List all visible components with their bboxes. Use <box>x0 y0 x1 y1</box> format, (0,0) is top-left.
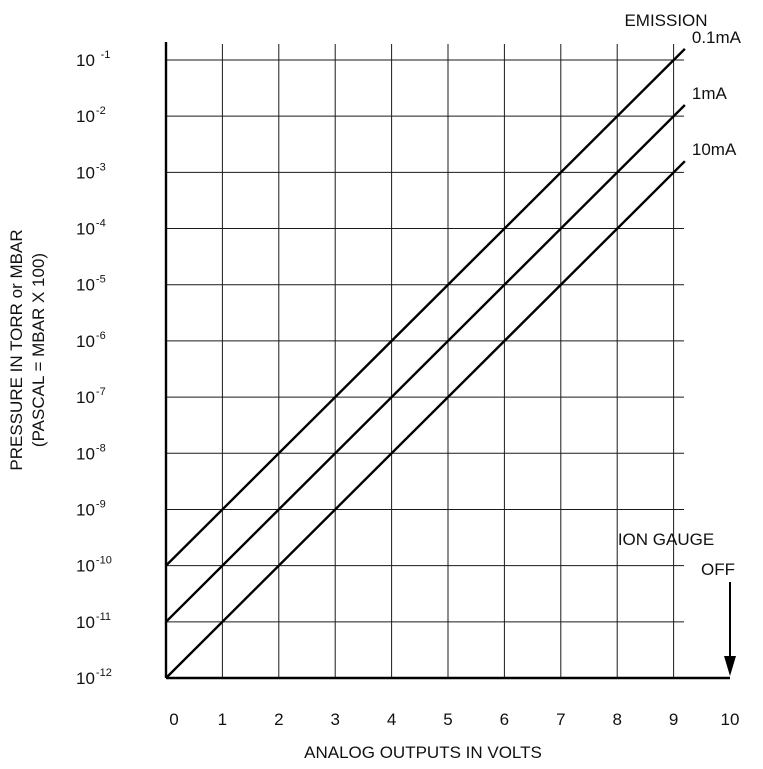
ion-gauge-annotation: ION GAUGE OFF <box>618 530 736 676</box>
x-axis-title: ANALOG OUTPUTS IN VOLTS <box>304 743 542 762</box>
y-tick-label: 10-8 <box>76 442 106 463</box>
series-lines <box>165 47 686 679</box>
y-tick-label: 10-11 <box>76 611 111 632</box>
y-tick-base: 10 <box>76 557 95 576</box>
x-tick-labels: 0 1 2 3 4 5 6 7 8 9 10 <box>169 710 739 729</box>
x-tick-label: 3 <box>330 710 339 729</box>
x-tick-label: 5 <box>443 710 452 729</box>
annotation-line-2: OFF <box>701 560 735 579</box>
x-tick-label: 1 <box>218 710 227 729</box>
y-tick-exponent: -10 <box>96 555 112 567</box>
legend-title: EMISSION <box>624 11 707 30</box>
y-tick-label: 10-2 <box>76 105 106 126</box>
y-tick-base: 10 <box>76 163 95 182</box>
y-tick-exponent: -11 <box>96 611 111 623</box>
series-label-2: 10mA <box>692 140 737 159</box>
axes <box>164 42 730 680</box>
y-tick-label: 10-6 <box>76 330 106 351</box>
series-line-0 <box>165 47 686 567</box>
y-tick-base: 10 <box>76 669 95 688</box>
y-tick-base: 10 <box>76 51 100 70</box>
y-tick-exponent: -9 <box>96 498 106 510</box>
y-tick-exponent: -1 <box>101 49 111 61</box>
y-tick-base: 10 <box>76 332 95 351</box>
grid <box>166 44 684 678</box>
y-tick-exponent: -6 <box>96 330 106 342</box>
x-tick-label: 9 <box>669 710 678 729</box>
y-tick-exponent: -3 <box>96 161 106 173</box>
y-tick-exponent: -12 <box>96 667 112 679</box>
down-arrow-icon <box>724 656 736 676</box>
y-tick-base: 10 <box>76 276 95 295</box>
y-tick-label: 10-12 <box>76 667 112 688</box>
y-tick-label: 10-10 <box>76 555 112 576</box>
y-tick-base: 10 <box>76 388 95 407</box>
y-axis-subtitle: (PASCAL = MBAR X 100) <box>29 253 48 447</box>
y-tick-label: 10-7 <box>76 386 106 407</box>
y-tick-base: 10 <box>76 107 95 126</box>
x-tick-label: 4 <box>387 710 396 729</box>
x-tick-label: 8 <box>612 710 621 729</box>
y-tick-label: 10-5 <box>76 274 106 295</box>
y-tick-base: 10 <box>76 613 95 632</box>
y-tick-base: 10 <box>76 444 95 463</box>
x-tick-label: 2 <box>274 710 283 729</box>
x-tick-label: 7 <box>556 710 565 729</box>
y-tick-exponent: -4 <box>96 218 106 230</box>
y-tick-label: 10 -1 <box>76 49 110 70</box>
y-tick-base: 10 <box>76 500 95 519</box>
y-tick-exponent: -7 <box>96 386 106 398</box>
y-tick-exponent: -8 <box>96 442 106 454</box>
y-tick-base: 10 <box>76 220 95 239</box>
x-tick-label: 6 <box>500 710 509 729</box>
legend: EMISSION 0.1mA 1mA 10mA <box>624 11 741 159</box>
y-tick-exponent: -2 <box>96 105 106 117</box>
y-tick-exponent: -5 <box>96 274 106 286</box>
x-tick-label: 0 <box>169 710 178 729</box>
series-line-1 <box>165 104 686 623</box>
y-axis-title: PRESSURE IN TORR or MBAR <box>7 229 26 470</box>
y-tick-label: 10-4 <box>76 218 106 239</box>
series-line-2 <box>165 160 686 679</box>
y-tick-labels: 10-1210-1110-1010-910-810-710-610-510-41… <box>76 49 112 688</box>
annotation-line-1: ION GAUGE <box>618 530 714 549</box>
series-label-1: 1mA <box>692 84 728 103</box>
series-label-0: 0.1mA <box>692 28 742 47</box>
x-tick-label: 10 <box>721 710 740 729</box>
y-tick-label: 10-9 <box>76 498 106 519</box>
y-tick-label: 10-3 <box>76 161 106 182</box>
